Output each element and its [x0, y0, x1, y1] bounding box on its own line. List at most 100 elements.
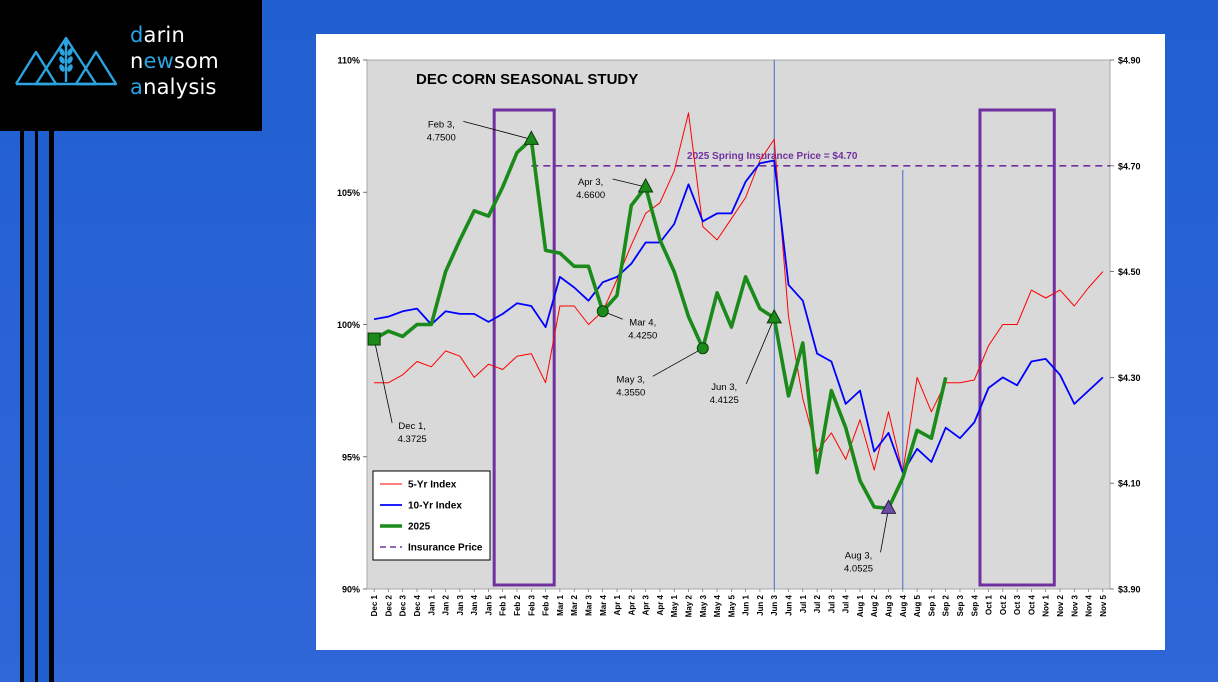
- x-axis-tick-label: Jul 3: [827, 594, 836, 613]
- x-axis-tick-label: Feb 3: [527, 594, 536, 615]
- x-axis-tick-label: May 4: [713, 594, 722, 617]
- left-axis-tick-label: 100%: [337, 320, 360, 330]
- annotation-value: 4.3725: [398, 434, 427, 445]
- x-axis-tick-label: Nov 3: [1070, 594, 1079, 616]
- annotation-label: Mar 4,: [629, 317, 656, 328]
- brand-line-2: newsom: [130, 48, 219, 74]
- x-axis-tick-label: Aug 5: [913, 594, 922, 617]
- legend-label: 2025: [408, 522, 431, 533]
- x-axis-tick-label: Sep 3: [956, 594, 965, 616]
- left-axis-tick-label: 105%: [337, 188, 360, 198]
- annotation-leader: [612, 178, 646, 188]
- legend-label: Insurance Price: [408, 543, 483, 554]
- x-axis-tick-label: Jul 4: [842, 594, 851, 613]
- insurance-label: 2025 Spring Insurance Price = $4.70: [687, 151, 858, 162]
- annotation-leader: [373, 338, 393, 424]
- x-axis-tick-label: Mar 4: [599, 594, 608, 615]
- x-axis-tick-label: Nov 2: [1056, 594, 1065, 616]
- highlight-box: [978, 108, 1056, 587]
- brand-logo: darin newsom analysis: [0, 0, 262, 131]
- right-axis-tick-label: $4.10: [1118, 479, 1141, 489]
- annotation-label: Feb 3,: [428, 119, 455, 130]
- annotation-value: 4.3550: [616, 387, 645, 398]
- brand-line-3: analysis: [130, 74, 219, 100]
- x-axis-tick-label: Nov 4: [1085, 594, 1094, 616]
- brand-accent-letter: ew: [143, 49, 175, 73]
- annotation-value: 4.4250: [628, 330, 657, 341]
- x-axis-tick-label: Apr 3: [642, 594, 651, 615]
- marker-circle: [596, 305, 609, 318]
- x-axis-tick-label: Jan 5: [484, 594, 493, 615]
- annotation-value: 4.6600: [576, 190, 605, 201]
- x-axis-tick-label: Dec 2: [384, 594, 393, 616]
- x-axis-tick-label: Oct 2: [999, 594, 1008, 615]
- x-axis-tick-label: Nov 1: [1042, 594, 1051, 616]
- series-line-2025: [373, 137, 948, 511]
- x-axis-tick-label: Aug 3: [885, 594, 894, 617]
- x-axis-tick-label: Apr 2: [627, 594, 636, 615]
- annotation-label: Apr 3,: [578, 177, 603, 188]
- annotation-leader: [745, 317, 775, 385]
- x-axis-tick-label: Mar 3: [584, 594, 593, 615]
- x-axis-tick-label: Jan 3: [456, 594, 465, 615]
- right-axis-tick-label: $3.90: [1118, 585, 1141, 595]
- marker-triangle: [523, 130, 540, 145]
- x-axis-tick-label: Jul 2: [813, 594, 822, 613]
- legend: 5-Yr Index 10-Yr Index 2025 Insurance Price: [372, 470, 491, 561]
- x-axis-tick-label: May 3: [699, 594, 708, 617]
- x-axis-tick-label: Aug 4: [899, 594, 908, 617]
- x-axis-tick-label: Aug 2: [870, 594, 879, 617]
- marker-triangle: [637, 177, 654, 193]
- x-axis-tick-label: May 5: [727, 594, 736, 617]
- x-axis-tick-label: Jun 2: [756, 594, 765, 615]
- right-axis-tick-label: $4.70: [1118, 161, 1141, 171]
- legend-label: 5-Yr Index: [408, 480, 457, 491]
- chart-panel: DEC CORN SEASONAL STUDY 2025 Spring Insu…: [316, 34, 1165, 650]
- x-axis-tick-label: Sep 1: [927, 594, 936, 616]
- brand-text: arin: [143, 23, 185, 47]
- x-axis-tick-label: Sep 2: [942, 594, 951, 616]
- x-axis-tick-label: Oct 1: [985, 594, 994, 615]
- annotation-value: 4.4125: [710, 395, 739, 406]
- brand-accent-letter: a: [130, 75, 144, 99]
- brand-text: n: [130, 49, 144, 73]
- x-axis-tick-label: Dec 4: [413, 594, 422, 616]
- x-axis-tick-label: Jun 4: [785, 594, 794, 615]
- annotation-leader: [652, 347, 703, 377]
- x-axis-tick-label: Jul 1: [799, 594, 808, 613]
- marker-circle: [696, 342, 709, 355]
- right-axis-tick-label: $4.50: [1118, 267, 1141, 277]
- x-axis-tick-label: Aug 1: [856, 594, 865, 617]
- annotation-label: May 3,: [617, 374, 646, 385]
- series-line-5yr: [374, 112, 1104, 474]
- x-axis-tick-label: Feb 2: [513, 594, 522, 615]
- legend-box: [372, 470, 491, 561]
- brand-name: darin newsom analysis: [130, 22, 219, 100]
- chart-title: DEC CORN SEASONAL STUDY: [416, 71, 638, 88]
- left-axis-tick-label: 90%: [342, 585, 360, 595]
- annotation-leader: [463, 120, 532, 140]
- x-axis-tick-label: Mar 1: [556, 594, 565, 615]
- x-axis-tick-label: Jan 1: [427, 594, 436, 615]
- seasonal-chart: DEC CORN SEASONAL STUDY 2025 Spring Insu…: [337, 56, 1141, 618]
- decor-stripe: [24, 131, 35, 682]
- x-axis-tick-label: Apr 4: [656, 594, 665, 615]
- brand-accent-letter: d: [130, 23, 144, 47]
- x-axis-tick-label: Nov 5: [1099, 594, 1108, 616]
- plot-area: [366, 59, 1111, 590]
- x-axis-tick-label: Dec 1: [370, 594, 379, 616]
- mountains-wheat-icon: [14, 36, 118, 86]
- x-axis-tick-label: Dec 3: [399, 594, 408, 616]
- series-line-10yr: [373, 159, 1104, 474]
- annotation-value: 4.0525: [844, 563, 873, 574]
- marker-square: [367, 332, 381, 346]
- annotation-label: Jun 3,: [711, 382, 737, 393]
- right-axis-tick-label: $4.30: [1118, 373, 1141, 383]
- x-axis-tick-label: May 1: [670, 594, 679, 617]
- x-axis-tick-label: Jun 3: [770, 594, 779, 615]
- brand-text: nalysis: [143, 75, 217, 99]
- decor-stripe: [38, 131, 49, 682]
- brand-line-1: darin: [130, 22, 219, 48]
- x-axis-tick-label: May 2: [684, 594, 693, 617]
- x-axis-tick-label: Feb 4: [542, 594, 551, 615]
